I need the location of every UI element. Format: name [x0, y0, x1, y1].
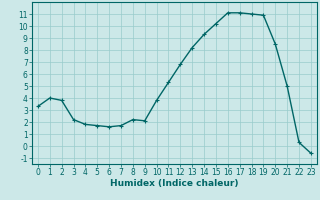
X-axis label: Humidex (Indice chaleur): Humidex (Indice chaleur) — [110, 179, 239, 188]
